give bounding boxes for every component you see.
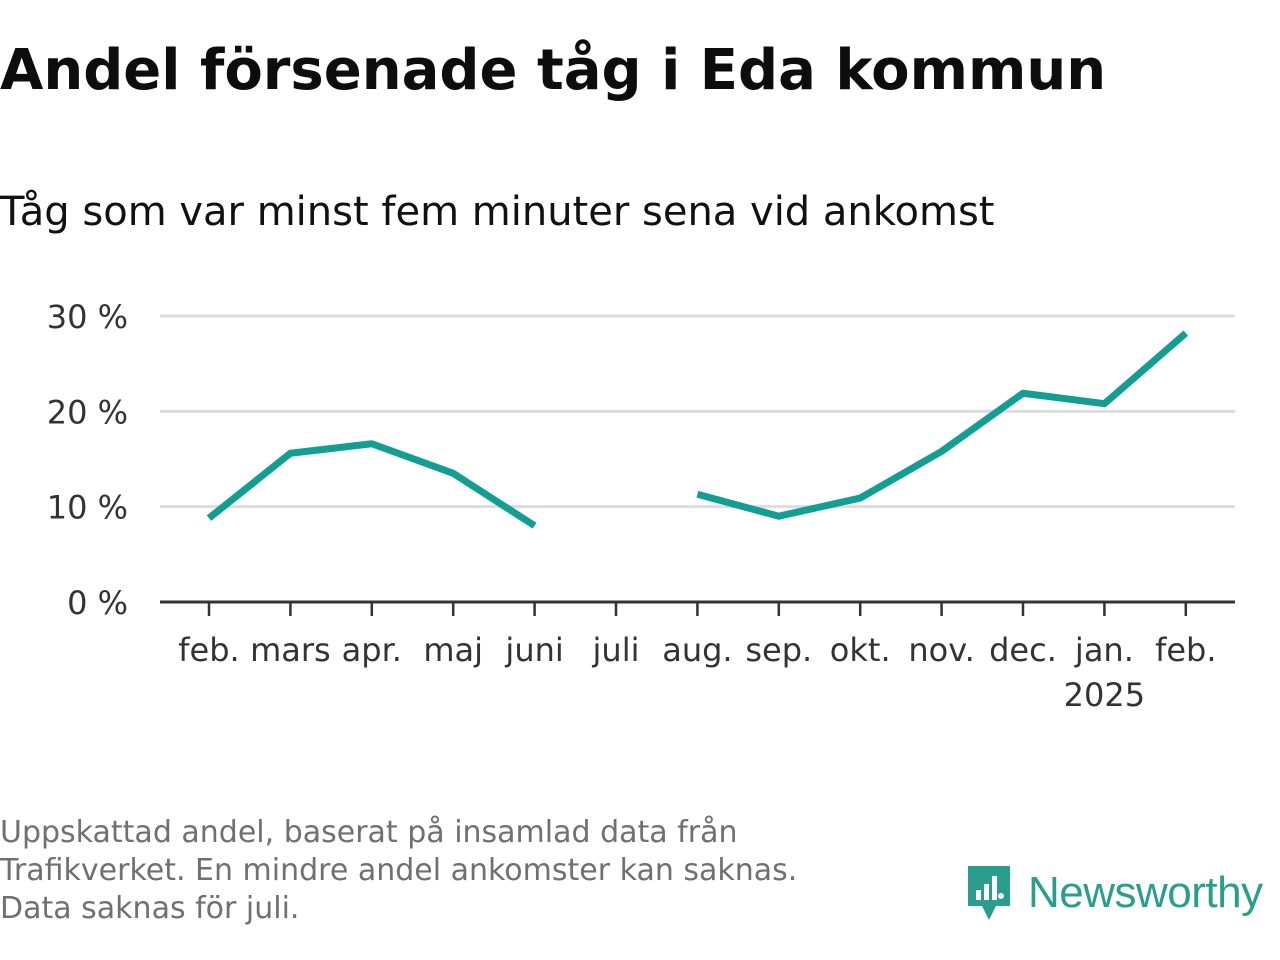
data-point: [287, 450, 294, 457]
x-tick-label: okt.: [830, 631, 891, 669]
series-lines: [206, 330, 1189, 529]
x-tick-label: feb.: [1155, 631, 1216, 669]
x-year-label: 2025: [1064, 676, 1145, 714]
series-line-segment: [696, 330, 1189, 520]
data-point: [857, 495, 864, 502]
x-tick-label: dec.: [989, 631, 1057, 669]
x-tick-label: feb.: [178, 631, 239, 669]
line-chart: 0 % 10 % 20 % 30 % feb. mars apr. maj juni juli a…: [47, 298, 1235, 714]
data-point: [1020, 390, 1027, 397]
x-tick-label: juli: [592, 631, 640, 669]
x-tick-label: aug.: [662, 631, 732, 669]
footnote: Uppskattad andel, baserat på insamlad da…: [0, 814, 1270, 928]
y-tick-label: 10 %: [47, 489, 128, 527]
x-axis: [160, 600, 1235, 616]
grid-lines: [160, 314, 1235, 509]
data-point: [206, 515, 213, 522]
x-tick-label: maj: [423, 631, 483, 669]
y-tick-label: 30 %: [47, 298, 128, 336]
x-axis-tick-labels: feb. mars apr. maj juni juli aug. sep. okt. nov. d…: [178, 631, 1216, 714]
y-tick-label: 20 %: [47, 393, 128, 431]
data-point: [531, 522, 538, 529]
chart-subtitle: Tåg som var minst fem minuter sena vid a…: [0, 189, 995, 235]
data-point: [1101, 400, 1108, 407]
y-axis-tick-labels: 0 % 10 % 20 % 30 %: [47, 298, 128, 622]
x-tick-label: nov.: [908, 631, 974, 669]
series-line-segment: [206, 440, 537, 529]
data-point: [938, 448, 945, 455]
x-tick-label: sep.: [745, 631, 812, 669]
footnote-missing-data-note: Data saknas för juli.: [0, 891, 300, 926]
data-point: [450, 470, 457, 477]
data-point: [775, 513, 782, 520]
data-point: [368, 440, 375, 447]
brand-name: Newsworthy: [1028, 868, 1263, 917]
footnote-source-note: Uppskattad andel, baserat på insamlad da…: [0, 815, 798, 888]
data-point: [694, 491, 701, 498]
brand-logo: Newsworthy: [964, 862, 1263, 924]
chart-title: Andel försenade tåg i Eda kommun: [0, 38, 1107, 103]
x-tick-label: mars: [250, 631, 331, 669]
x-tick-label: jan.: [1074, 631, 1134, 669]
x-tick-label: juni: [504, 631, 563, 669]
y-tick-label: 0 %: [67, 584, 128, 622]
data-point: [1182, 330, 1189, 337]
x-tick-label: apr.: [342, 631, 402, 669]
newsworthy-logo-icon: [968, 866, 1010, 920]
